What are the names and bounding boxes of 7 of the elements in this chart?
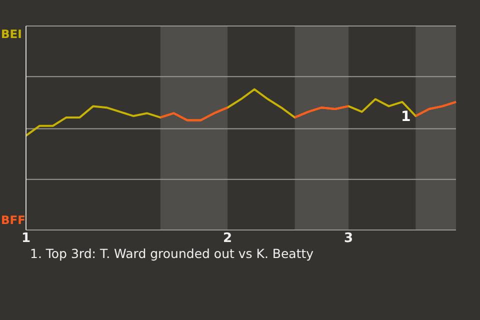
text: BEI xyxy=(1,27,22,41)
x-tick-label: 2 xyxy=(223,231,232,246)
annotation: 1 xyxy=(400,109,411,126)
x-tick-label: 3 xyxy=(344,231,354,246)
x-tick-label: 1 xyxy=(21,231,31,246)
text: 1. Top 3rd: T. Ward grounded out vs K. Beatty xyxy=(30,246,314,261)
text: BFF xyxy=(1,213,26,227)
